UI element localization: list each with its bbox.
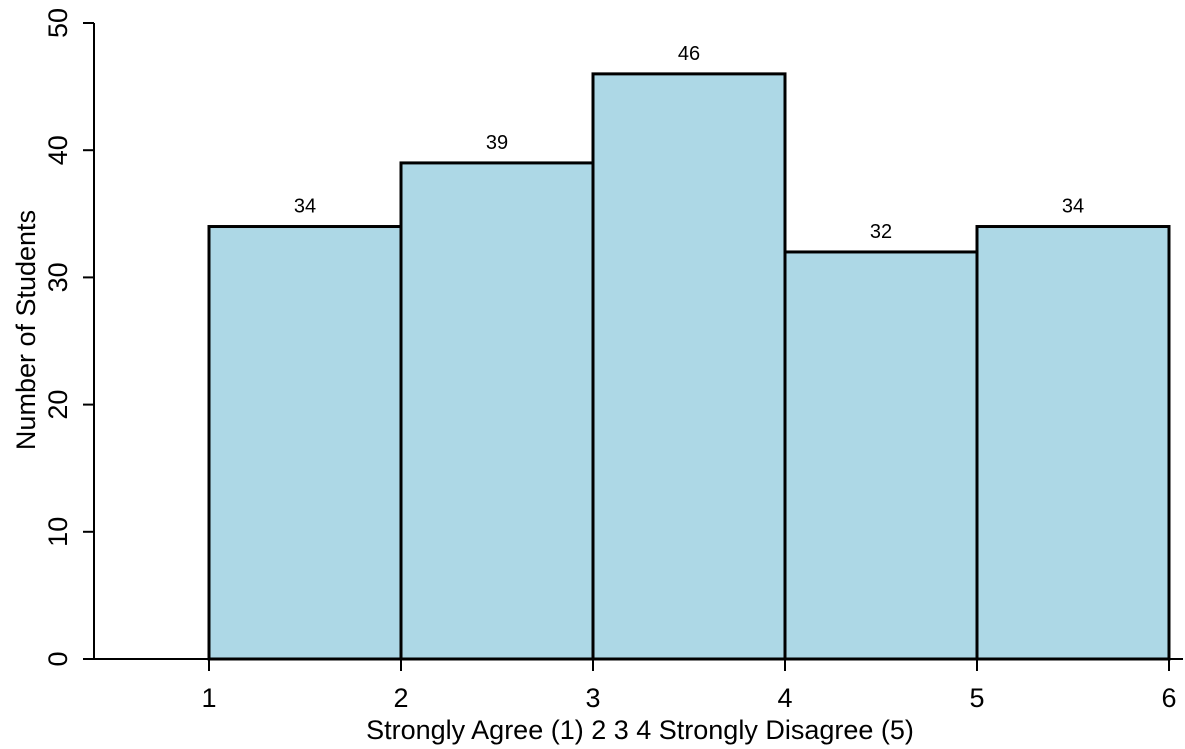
y-tick-label: 30 [43,262,73,292]
y-ticks-layer: 0 10 20 30 40 50 [43,8,94,667]
axes-layer [93,23,1183,660]
bar-value-label: 34 [294,196,316,218]
histogram-bar [975,225,1171,661]
y-axis-label: Number of Students [11,210,41,450]
bar-labels-layer: 34 39 46 32 34 [294,43,1084,243]
x-ticks-layer: 1 2 3 4 5 6 [201,659,1177,713]
histogram-bar [399,161,595,661]
histogram-bar [591,72,787,661]
x-tick-label: 2 [393,683,408,713]
x-axis-label: Strongly Agree (1) 2 3 4 Strongly Disagr… [366,715,914,745]
bar-value-label: 46 [678,43,700,65]
x-tick-label: 5 [969,683,984,713]
y-tick-label: 10 [43,517,73,547]
y-tick-label: 0 [43,651,73,666]
x-tick-label: 4 [777,683,792,713]
bars-layer [207,72,1171,661]
histogram-bar [783,250,979,661]
x-tick-label: 1 [201,683,216,713]
bar-value-label: 32 [870,221,892,243]
histogram-bar [207,225,403,661]
y-tick-label: 20 [43,390,73,420]
x-tick-label: 3 [585,683,600,713]
y-tick-label: 50 [43,8,73,38]
bar-value-label: 34 [1062,196,1084,218]
bar-value-label: 39 [486,132,508,154]
x-tick-label: 6 [1161,683,1176,713]
y-tick-label: 40 [43,135,73,165]
